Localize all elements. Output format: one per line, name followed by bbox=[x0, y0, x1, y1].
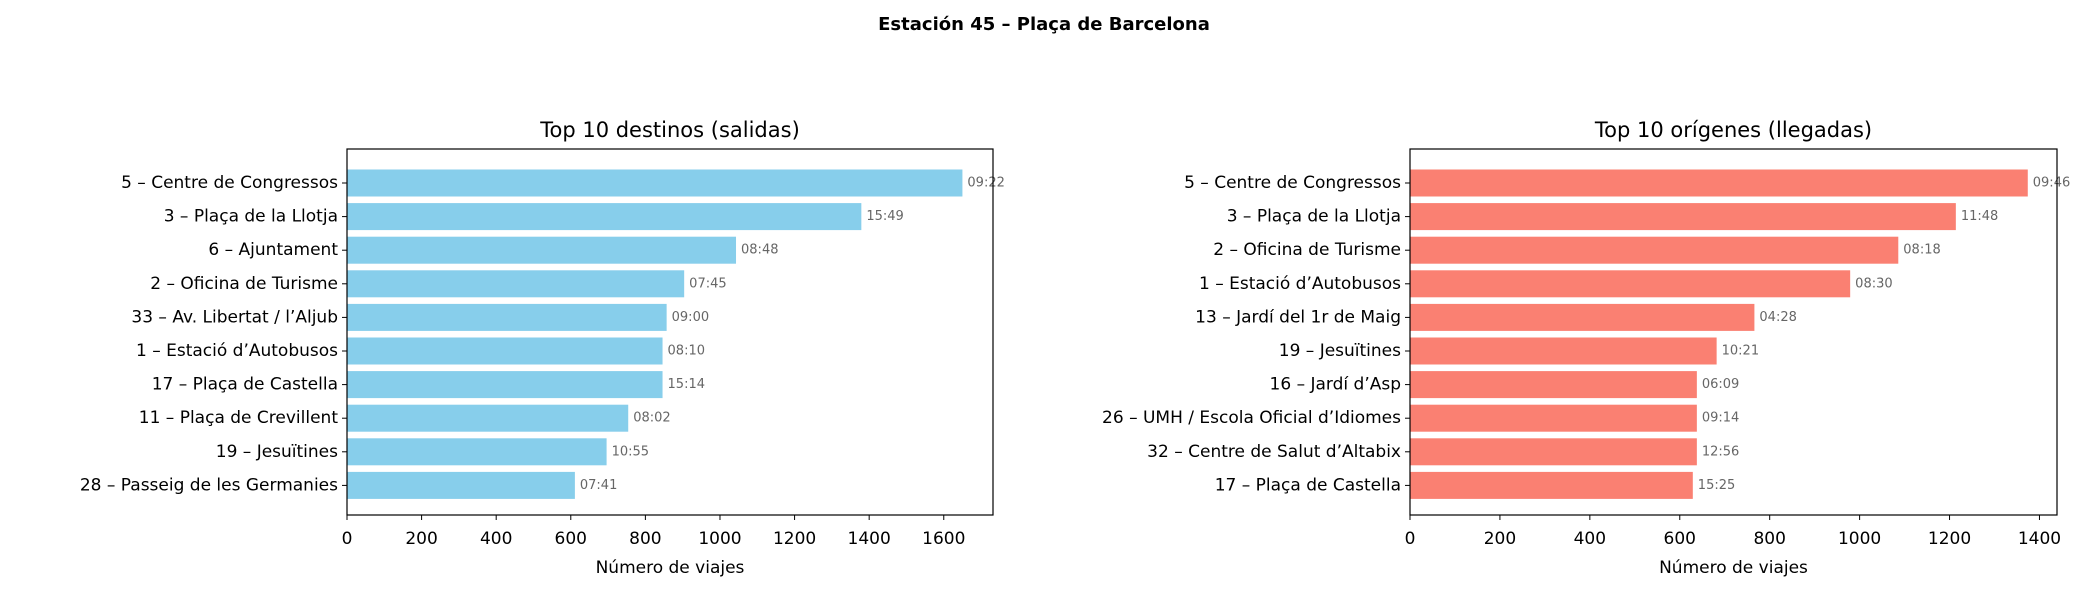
y-tick-label: 5 – Centre de Congressos bbox=[1184, 173, 1401, 193]
x-tick-label: 1200 bbox=[1928, 529, 1971, 549]
y-tick-label: 26 – UMH / Escola Oficial d’Idiomes bbox=[1102, 408, 1401, 428]
bar bbox=[1410, 371, 1697, 399]
bar-label: 08:02 bbox=[633, 411, 670, 426]
x-tick-label: 1000 bbox=[698, 529, 741, 549]
chart-title: Top 10 orígenes (llegadas) bbox=[1594, 118, 1872, 142]
bar bbox=[347, 236, 737, 264]
y-tick-label: 19 – Jesuïtines bbox=[1279, 341, 1401, 361]
y-tick-label: 11 – Plaça de Crevillent bbox=[139, 408, 339, 428]
axes-frame bbox=[1409, 148, 2058, 516]
y-tick-label: 6 – Ajuntament bbox=[208, 240, 338, 260]
bar bbox=[1410, 303, 1755, 331]
bar-label: 04:28 bbox=[1759, 310, 1796, 325]
y-tick-label: 13 – Jardí del 1r de Maig bbox=[1195, 307, 1401, 327]
y-tick-label: 5 – Centre de Congressos bbox=[121, 173, 338, 193]
bar-label: 07:41 bbox=[580, 478, 617, 493]
x-tick-label: 600 bbox=[1664, 529, 1696, 549]
bar bbox=[1410, 169, 2028, 197]
bar bbox=[347, 203, 862, 231]
x-tick-label: 1400 bbox=[848, 529, 891, 549]
bar bbox=[347, 337, 663, 365]
bar-label: 08:30 bbox=[1855, 276, 1892, 291]
bar bbox=[347, 270, 685, 298]
bar-label: 15:25 bbox=[1698, 478, 1735, 493]
y-tick-label: 1 – Estació d’Autobusos bbox=[136, 341, 338, 361]
bar bbox=[347, 471, 575, 499]
bar-label: 08:48 bbox=[741, 243, 778, 258]
y-tick-label: 1 – Estació d’Autobusos bbox=[1199, 274, 1401, 294]
x-tick-label: 1600 bbox=[922, 529, 965, 549]
y-tick-label: 17 – Plaça de Castella bbox=[1215, 475, 1401, 495]
bar-label: 08:10 bbox=[668, 344, 705, 359]
y-tick-label: 3 – Plaça de la Llotja bbox=[164, 207, 338, 227]
bar-label: 09:46 bbox=[2033, 176, 2070, 191]
x-tick-label: 400 bbox=[1574, 529, 1606, 549]
bar-label: 12:56 bbox=[1702, 444, 1739, 459]
y-tick-label: 2 – Oficina de Turisme bbox=[150, 274, 338, 294]
bar-label: 11:48 bbox=[1961, 209, 1998, 224]
bar bbox=[1410, 438, 1697, 466]
bar-label: 10:21 bbox=[1722, 344, 1759, 359]
bar-label: 15:14 bbox=[668, 377, 705, 392]
bar bbox=[1410, 471, 1693, 499]
bar-label: 08:18 bbox=[1903, 243, 1940, 258]
x-tick-label: 800 bbox=[629, 529, 661, 549]
axes-frame bbox=[346, 148, 994, 516]
x-tick-label: 800 bbox=[1753, 529, 1785, 549]
x-axis-label: Número de viajes bbox=[596, 558, 745, 578]
y-tick-label: 3 – Plaça de la Llotja bbox=[1227, 207, 1401, 227]
chart-title: Top 10 destinos (salidas) bbox=[539, 118, 800, 142]
x-tick-label: 400 bbox=[480, 529, 512, 549]
x-tick-label: 200 bbox=[405, 529, 437, 549]
x-tick-label: 0 bbox=[342, 529, 353, 549]
bar bbox=[347, 438, 607, 466]
bar bbox=[1410, 404, 1697, 432]
x-tick-label: 1200 bbox=[773, 529, 816, 549]
bar bbox=[1410, 236, 1899, 264]
bar-label: 09:22 bbox=[967, 176, 1004, 191]
bar bbox=[1410, 203, 1956, 231]
bar bbox=[1410, 337, 1717, 365]
bar-label: 10:55 bbox=[612, 444, 649, 459]
y-tick-label: 16 – Jardí d’Asp bbox=[1270, 375, 1401, 395]
x-tick-label: 0 bbox=[1405, 529, 1416, 549]
x-tick-label: 200 bbox=[1484, 529, 1516, 549]
bar-label: 15:49 bbox=[866, 209, 903, 224]
y-tick-label: 2 – Oficina de Turisme bbox=[1213, 240, 1401, 260]
bar-label: 09:00 bbox=[672, 310, 709, 325]
bar-label: 06:09 bbox=[1702, 377, 1739, 392]
x-tick-label: 1000 bbox=[1838, 529, 1881, 549]
bar-label: 09:14 bbox=[1702, 411, 1739, 426]
bar bbox=[347, 169, 963, 197]
bar bbox=[1410, 270, 1851, 298]
y-tick-label: 32 – Centre de Salut d’Altabix bbox=[1147, 442, 1401, 462]
suptitle: Estación 45 – Plaça de Barcelona bbox=[878, 14, 1210, 35]
x-tick-label: 600 bbox=[555, 529, 587, 549]
x-axis-label: Número de viajes bbox=[1659, 558, 1808, 578]
y-tick-label: 17 – Plaça de Castella bbox=[152, 375, 338, 395]
x-tick-label: 1400 bbox=[2018, 529, 2061, 549]
y-tick-label: 19 – Jesuïtines bbox=[216, 442, 338, 462]
bar bbox=[347, 371, 663, 399]
bar bbox=[347, 303, 667, 331]
bar-label: 07:45 bbox=[689, 276, 726, 291]
y-tick-label: 28 – Passeig de les Germanies bbox=[80, 475, 338, 495]
bar bbox=[347, 404, 629, 432]
y-tick-label: 33 – Av. Libertat / l’Aljub bbox=[131, 307, 338, 327]
